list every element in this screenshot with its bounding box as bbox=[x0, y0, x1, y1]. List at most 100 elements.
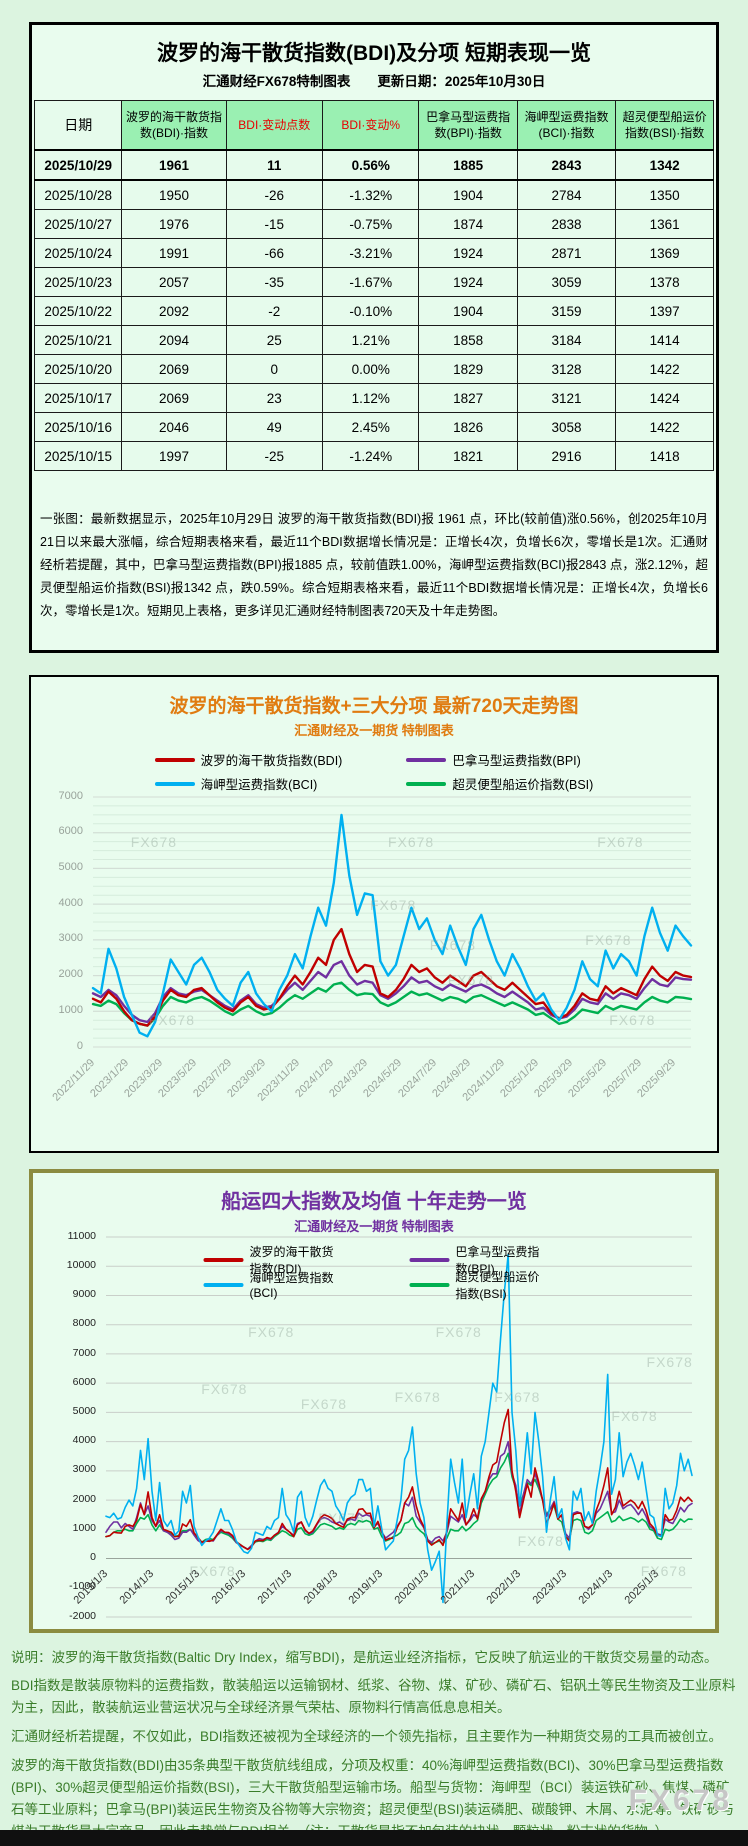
table-row: 2025/10/28 1950 -26 -1.32% 1904 2784 1350 bbox=[33, 179, 714, 210]
watermark: FX678 bbox=[318, 1510, 365, 1527]
table-cell: 2843 bbox=[516, 149, 617, 181]
legend-item-bci: 海岬型运费指数(BCI) bbox=[203, 1271, 340, 1300]
table-row: 2025/10/20 2069 0 0.00% 1829 3128 1422 bbox=[33, 354, 714, 384]
table-cell: 1827 bbox=[418, 383, 518, 413]
table-cell: -35 bbox=[225, 267, 324, 297]
legend-label: 海岬型运费指数(BCI) bbox=[249, 1271, 334, 1301]
legend-line-swatch-bdi bbox=[203, 1257, 244, 1262]
table-cell: 1424 bbox=[615, 383, 714, 413]
chart-720-title: 波罗的海干散货指数+三大分项 最新720天走势图 bbox=[169, 695, 579, 717]
header-cell: 日期 bbox=[33, 100, 123, 151]
table-cell: 2025/10/23 bbox=[33, 267, 123, 297]
fx678-logo: FX678 bbox=[628, 1784, 732, 1817]
note-paragraph: 说明：波罗的海干散货指数(Baltic Dry Index，缩写BDI)，是航运… bbox=[11, 1649, 718, 1665]
watermark: FX678 bbox=[189, 1563, 236, 1580]
y-axis-tick-label: -2000 bbox=[69, 1609, 96, 1622]
y-axis-tick-label: 6000 bbox=[72, 1375, 96, 1388]
watermark: FX678 bbox=[248, 1324, 295, 1341]
chart-canvas bbox=[91, 796, 693, 1048]
table-row: 2025/10/15 1997 -25 -1.24% 1821 2916 1418 bbox=[33, 441, 714, 471]
legend-item-bci: 海岬型运费指数(BCI) bbox=[154, 775, 343, 793]
table-cell: 1885 bbox=[418, 149, 518, 181]
legend-label: 超灵便型船运价指数(BSI) bbox=[452, 778, 594, 793]
table-cell: 1991 bbox=[121, 238, 227, 268]
y-axis-tick-label: 5000 bbox=[72, 1405, 96, 1417]
table-row: 2025/10/22 2092 -2 -0.10% 1904 3159 1397 bbox=[33, 296, 714, 326]
table-cell: 1950 bbox=[121, 179, 227, 210]
chart-10y-title: 船运四大指数及均值 十年走势一览 bbox=[221, 1190, 527, 1213]
header-cell: 海岬型运费指数(BCI)·指数 bbox=[516, 100, 617, 151]
table-cell: 1924 bbox=[418, 267, 518, 297]
chart-720-legend: 波罗的海干散货指数(BDI) 巴拿马型运费指数(BPI) 海岬型运费指数(BCI) 超… bbox=[31, 751, 717, 793]
legend-line-swatch-bdi bbox=[154, 757, 195, 762]
table-cell: -1.24% bbox=[322, 441, 420, 471]
header-cell: 巴拿马型运费指数(BPI)·指数 bbox=[418, 100, 518, 151]
table-cell: -26 bbox=[225, 179, 324, 210]
table-cell: 1874 bbox=[418, 209, 518, 239]
watermark: FX678 bbox=[609, 1011, 656, 1028]
table-cell: 1414 bbox=[615, 325, 714, 355]
legend-line-swatch-bpi bbox=[409, 1257, 450, 1262]
chart-10y-legend: 波罗的海干散货指数(BDI) 巴拿马型运费指数(BPI) 海岬型运费指数(BCI) 超… bbox=[203, 1245, 545, 1301]
table-cell: 1.21% bbox=[322, 325, 420, 355]
legend-label: 巴拿马型运费指数(BPI) bbox=[455, 1244, 540, 1276]
watermark: FX678 bbox=[387, 834, 435, 851]
watermark: FX678 bbox=[447, 971, 494, 988]
y-axis-tick-label: 3000 bbox=[72, 1463, 96, 1476]
table-cell: 2094 bbox=[121, 325, 227, 355]
table-cell: 1976 bbox=[121, 209, 227, 239]
legend-label: 海岬型运费指数(BCI) bbox=[200, 778, 318, 793]
table-cell: -0.10% bbox=[322, 296, 420, 326]
table-cell: -15 bbox=[225, 209, 324, 239]
watermark: FX678 bbox=[148, 1011, 195, 1028]
legend-line-swatch-bci bbox=[154, 781, 195, 786]
legend-item-bsi: 超灵便型船运价指数(BSI) bbox=[409, 1270, 544, 1301]
page: { "table_panel": { "title": "波罗的海干散货指数(B… bbox=[0, 22, 748, 1846]
table-cell: 23 bbox=[225, 383, 324, 413]
header-cell: 波罗的海干散货指数(BDI)·指数 bbox=[121, 100, 227, 151]
table-row: 2025/10/29 1961 11 0.56% 1885 2843 1342 bbox=[33, 149, 714, 181]
table-row: 2025/10/23 2057 -35 -1.67% 1924 3059 1378 bbox=[33, 267, 714, 297]
table-cell: 0.00% bbox=[322, 354, 420, 384]
note-paragraph: BDI指数是散装原物料的运费指数，散装船运以运输钢材、纸浆、谷物、煤、矿砂、磷矿… bbox=[11, 1678, 736, 1716]
chart-10y-subtitle: 汇通财经及一期货 特制图表 bbox=[294, 1218, 454, 1234]
chart-10y-plot-area: -2000 -1000 0 1000 2000 3000 4000 5000 6000 7000 8… bbox=[36, 1230, 712, 1629]
bdi-table: 日期 波罗的海干散货指数(BDI)·指数 BDI·变动点数 BDI·变动% 巴拿马型运费… bbox=[33, 100, 714, 471]
table-cell: 1924 bbox=[418, 238, 518, 268]
series-line-bdi bbox=[91, 927, 693, 1027]
legend-label: 超灵便型船运价指数(BSI) bbox=[455, 1269, 540, 1301]
table-cell: 2025/10/21 bbox=[33, 325, 123, 355]
legend-item-bdi: 波罗的海干散货指数(BDI) bbox=[203, 1245, 340, 1276]
header-cell: BDI·变动点数 bbox=[225, 100, 324, 151]
table-cell: 0 bbox=[225, 354, 324, 384]
legend-label: 巴拿马型运费指数(BPI) bbox=[452, 754, 581, 769]
table-cell: -1.67% bbox=[322, 267, 420, 297]
y-axis-tick-label: -1000 bbox=[69, 1580, 96, 1593]
bdi-table-head: 日期 波罗的海干散货指数(BDI)·指数 BDI·变动点数 BDI·变动% 巴拿马型运费… bbox=[33, 100, 714, 151]
y-axis-tick-label: 7000 bbox=[72, 1346, 96, 1359]
watermark: FX678 bbox=[130, 834, 178, 851]
table-cell: 2092 bbox=[121, 296, 227, 326]
bdi-table-body: 2025/10/29 1961 11 0.56% 1885 2843 1342 2025/10… bbox=[33, 149, 714, 471]
watermark: FX678 bbox=[300, 1396, 348, 1413]
legend-line-swatch-bpi bbox=[406, 757, 447, 762]
legend-line-swatch-bsi bbox=[406, 781, 447, 786]
legend-item-bpi: 巴拿马型运费指数(BPI) bbox=[406, 751, 593, 769]
watermark: FX678 bbox=[646, 1354, 693, 1371]
table-cell: 2025/10/28 bbox=[33, 179, 123, 210]
header-cell: BDI·变动% bbox=[322, 100, 420, 151]
table-cell: 3184 bbox=[516, 325, 617, 355]
y-axis-tick-label: 1000 bbox=[72, 1521, 96, 1534]
table-row: 2025/10/21 2094 25 1.21% 1858 3184 1414 bbox=[33, 325, 714, 355]
watermark: FX678 bbox=[394, 1388, 441, 1405]
table-cell: -3.21% bbox=[322, 238, 420, 268]
watermark: FX678 bbox=[640, 1563, 687, 1580]
chart-canvas bbox=[105, 1236, 693, 1618]
table-title: 波罗的海干散货指数(BDI)及分项 短期表现一览 bbox=[157, 42, 591, 65]
table-cell: 2057 bbox=[121, 267, 227, 297]
table-cell: 1904 bbox=[418, 179, 518, 210]
table-cell: -2 bbox=[225, 296, 324, 326]
y-axis-tick-label: 8000 bbox=[72, 1317, 96, 1330]
table-cell: -66 bbox=[225, 238, 324, 268]
legend-item-bdi: 波罗的海干散货指数(BDI) bbox=[154, 751, 342, 769]
